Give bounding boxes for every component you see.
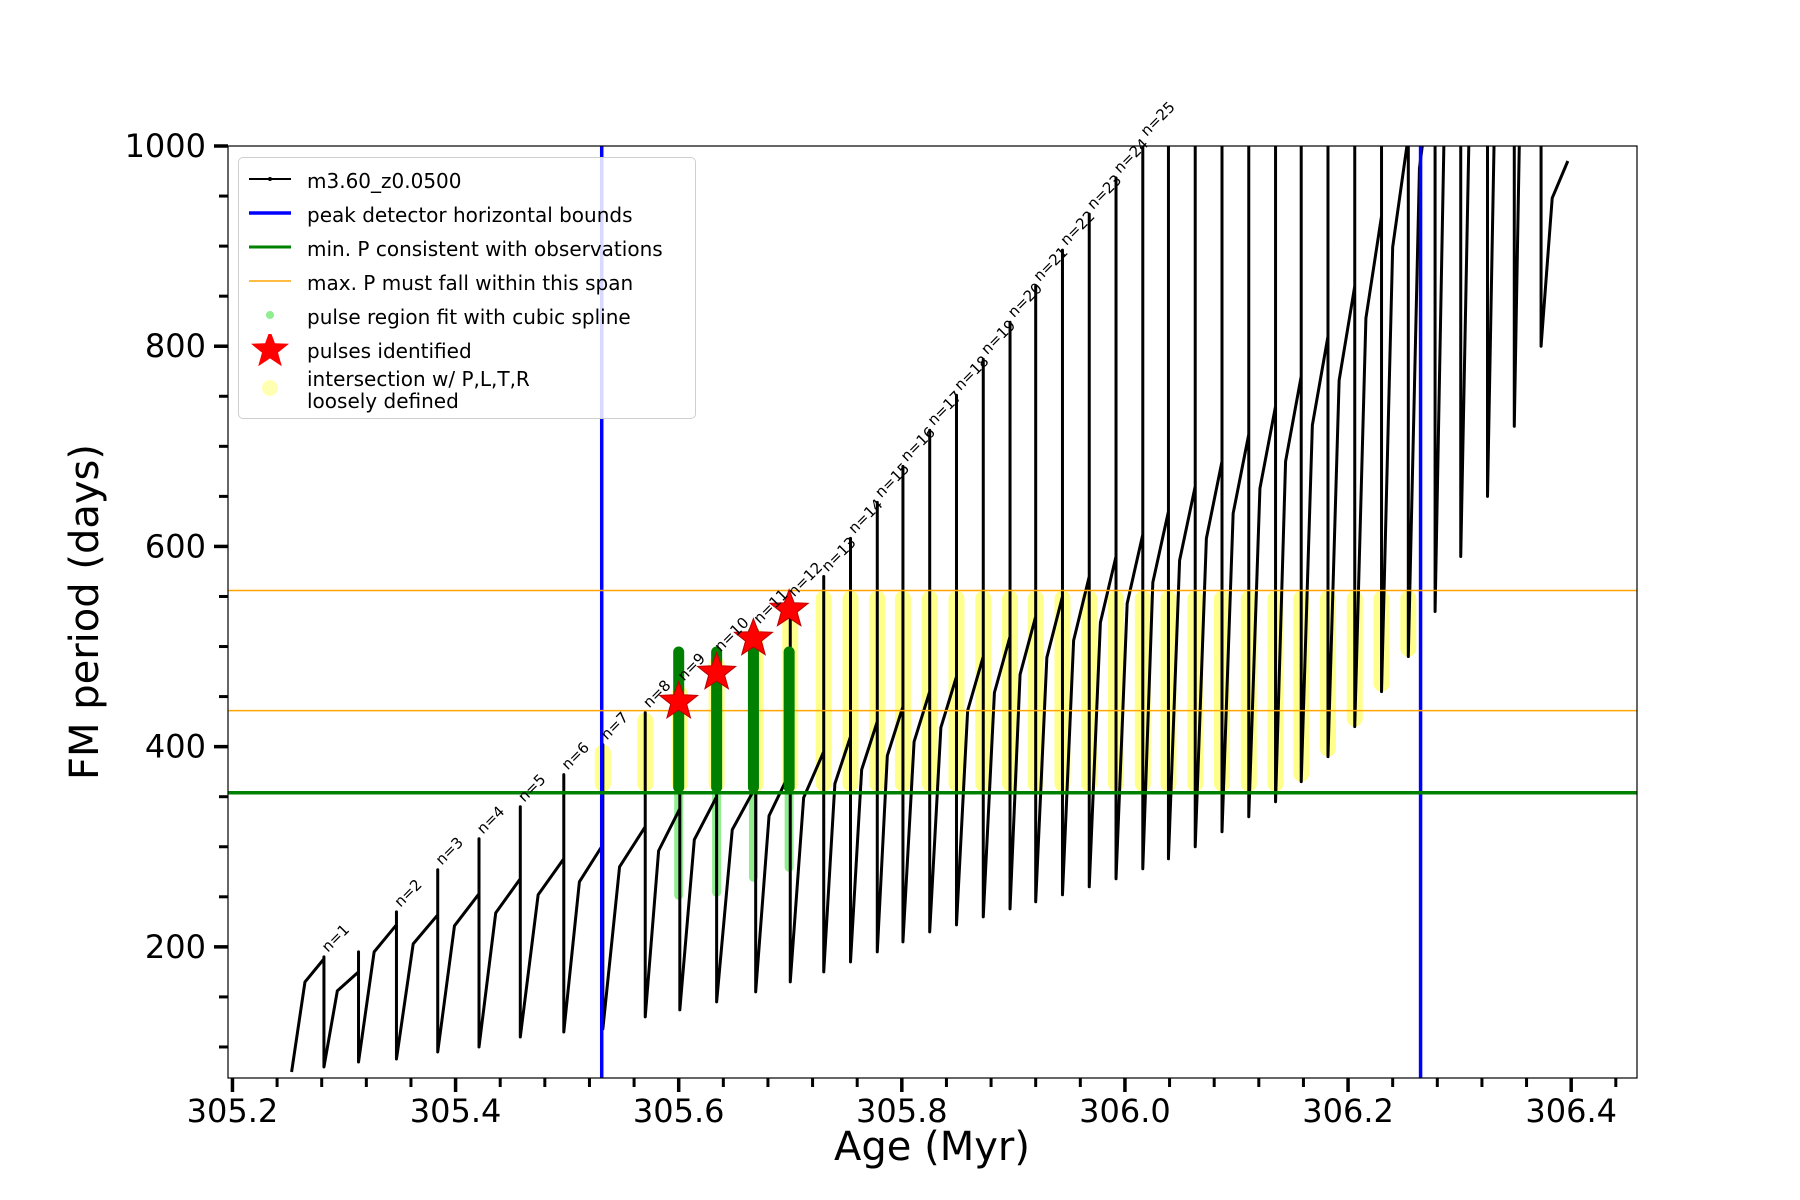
legend-swatch	[251, 334, 289, 367]
pulse-label: n=4	[473, 802, 508, 837]
y-tick-label: 200	[145, 928, 206, 966]
x-tick-label: 305.4	[410, 1092, 502, 1130]
legend-label: m3.60_z0.0500	[307, 169, 462, 193]
pulse-label: n=19	[977, 316, 1019, 358]
pulse-label: n=6	[558, 738, 593, 773]
legend-swatch	[266, 311, 274, 319]
legend-entry: m3.60_z0.0500	[245, 164, 691, 198]
legend-label: pulse region fit with cubic spline	[307, 305, 631, 329]
pulse-label: n=8	[639, 676, 674, 711]
legend-entry: pulses identified	[245, 334, 691, 368]
pulse-star	[696, 651, 738, 690]
legend-swatch	[249, 245, 291, 249]
span	[747, 626, 759, 793]
plot-area	[228, 146, 1637, 1078]
span	[783, 646, 795, 793]
legend-label: peak detector horizontal bounds	[307, 203, 633, 227]
pulse-label: n=18	[951, 352, 993, 394]
pulse-label: n=20	[1004, 279, 1046, 321]
pulse-label: n=14	[845, 495, 887, 537]
legend-label: max. P must fall within this span	[307, 271, 634, 295]
pulse-label: n=17	[924, 387, 966, 429]
pulse-label: n=5	[514, 770, 549, 805]
legend-entry: intersection w/ P,L,T,R loosely defined	[245, 368, 691, 412]
pulse-label: n=25	[1137, 98, 1179, 140]
pulse-label: n=24	[1110, 135, 1152, 177]
pulse-star	[658, 680, 700, 719]
plot-frame	[227, 145, 1638, 1079]
span	[673, 646, 685, 793]
pulse-label: n=2	[391, 876, 426, 911]
model-line	[290, 146, 1570, 1073]
legend-swatch	[262, 380, 278, 396]
y-tick-label: 400	[145, 728, 206, 766]
pulse-star	[733, 617, 774, 656]
legend-entry: max. P must fall within this span	[245, 266, 691, 300]
x-tick-label: 306.0	[1079, 1092, 1171, 1130]
y-tick-label: 1000	[125, 127, 206, 165]
x-tick-label: 305.6	[633, 1092, 725, 1130]
legend-swatch	[249, 280, 291, 282]
legend-label: pulses identified	[307, 339, 472, 363]
x-tick-label: 306.2	[1302, 1092, 1394, 1130]
legend-swatch	[249, 177, 291, 181]
x-axis-label: Age (Myr)	[834, 1124, 1030, 1170]
legend-entry: pulse region fit with cubic spline	[245, 300, 691, 334]
pulse-label: n=22	[1057, 207, 1099, 249]
x-tick-label: 306.4	[1525, 1092, 1617, 1130]
pulse-star	[768, 588, 810, 627]
legend-entry: min. P consistent with observations	[245, 232, 691, 266]
legend-label: min. P consistent with observations	[307, 237, 663, 261]
y-tick-label: 800	[145, 327, 206, 365]
pulse-label: n=13	[818, 533, 860, 575]
legend-label: intersection w/ P,L,T,R loosely defined	[307, 367, 530, 413]
y-tick-label: 600	[145, 527, 206, 565]
pulse-label: n=23	[1083, 171, 1125, 213]
legend-entry: peak detector horizontal bounds	[245, 198, 691, 232]
x-tick-label: 305.2	[187, 1092, 279, 1130]
x-tick-label: 305.8	[856, 1092, 948, 1130]
pulse-label: n=1	[318, 921, 353, 956]
pulse-label: n=16	[897, 423, 939, 465]
pulse-label: n=15	[871, 459, 913, 501]
pulse-label: n=21	[1030, 243, 1072, 285]
pulse-label: n=3	[432, 834, 467, 869]
legend-swatch	[249, 211, 291, 215]
y-axis-label: FM period (days)	[62, 444, 108, 780]
